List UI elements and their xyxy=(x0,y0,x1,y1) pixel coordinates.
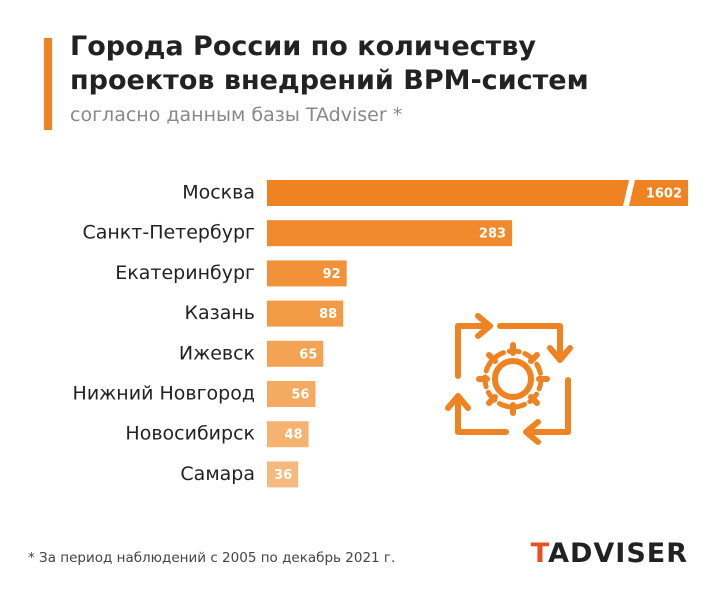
footnote: * За период наблюдений с 2005 по декабрь… xyxy=(28,550,396,566)
chart-title: Города России по количеству проектов вне… xyxy=(70,31,589,96)
value-label: 283 xyxy=(479,227,506,242)
category-label: Москва xyxy=(182,182,255,204)
chart-subtitle: согласно данным базы TAdviser * xyxy=(70,104,403,126)
bar xyxy=(267,461,299,488)
bar xyxy=(267,180,629,206)
bar xyxy=(267,220,513,247)
logo: TADVISER xyxy=(530,538,688,569)
value-label: 1602 xyxy=(646,187,682,202)
bar-break-end xyxy=(629,180,688,206)
category-label: Санкт-Петербург xyxy=(82,222,255,244)
bar xyxy=(267,300,344,327)
category-label: Нижний Новгород xyxy=(73,383,255,405)
value-label: 88 xyxy=(319,307,337,322)
bar xyxy=(267,340,324,367)
category-label: Самара xyxy=(180,463,255,485)
process-icon xyxy=(445,313,573,445)
bar xyxy=(267,260,347,287)
bar xyxy=(267,421,309,448)
value-label: 92 xyxy=(323,267,341,282)
value-label: 36 xyxy=(274,468,292,483)
category-label: Новосибирск xyxy=(125,423,255,445)
category-label: Екатеринбург xyxy=(115,262,255,284)
bar xyxy=(267,381,316,407)
value-label: 56 xyxy=(291,388,309,403)
title-accent xyxy=(44,38,52,130)
value-label: 65 xyxy=(299,347,317,362)
value-label: 48 xyxy=(284,428,302,443)
category-label: Казань xyxy=(185,302,256,324)
category-label: Ижевск xyxy=(179,342,255,364)
